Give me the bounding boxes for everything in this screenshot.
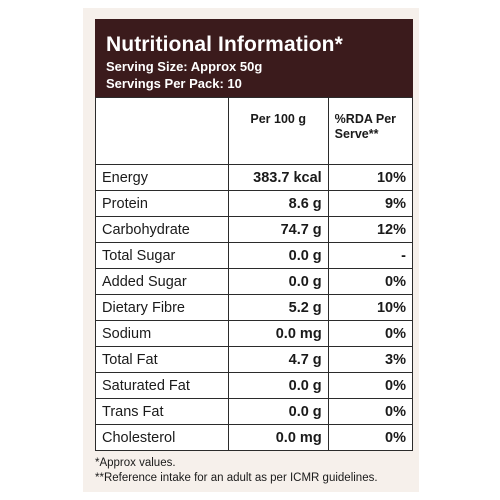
- per100g-value: 0.0 g: [227, 242, 329, 269]
- rda-value: 0%: [327, 320, 414, 347]
- nutrient-name: Trans Fat: [95, 398, 229, 425]
- per100g-value: 383.7 kcal: [227, 164, 329, 191]
- serving-size: Serving Size: Approx 50g: [106, 59, 263, 74]
- rda-value: 0%: [327, 268, 414, 295]
- table-row: Total Sugar 0.0 g-: [95, 242, 414, 269]
- rda-value: -: [327, 242, 414, 269]
- servings-per-pack: Servings Per Pack: 10: [106, 76, 242, 91]
- per100g-value: 5.2 g: [227, 294, 329, 321]
- nutrition-title: Nutritional Information*: [106, 33, 343, 56]
- nutrient-name: Total Sugar: [95, 242, 229, 269]
- rda-value: 10%: [327, 294, 414, 321]
- table-row: Saturated Fat 0.0 g 0%: [95, 372, 414, 399]
- rda-value: 9%: [327, 190, 414, 217]
- rda-value: 12%: [327, 216, 414, 243]
- nutrition-header: Nutritional Information* Serving Size: A…: [95, 19, 413, 97]
- rda-value: 0%: [327, 372, 414, 399]
- table-row: Total Fat 4.7 g 3%: [95, 346, 414, 373]
- per100g-value: 0.0 mg: [227, 424, 329, 451]
- header-rda-line2: Serve**: [334, 127, 379, 141]
- nutrient-name: Dietary Fibre: [95, 294, 229, 321]
- per100g-value: 4.7 g: [227, 346, 329, 373]
- nutrition-table: Per 100 g %RDA Per Serve** Energy 383.7 k…: [95, 97, 414, 451]
- nutrient-name: Energy: [95, 164, 229, 191]
- table-row: Protein 8.6 g 9%: [95, 190, 414, 217]
- table-header-row: Per 100 g %RDA Per Serve**: [95, 97, 414, 165]
- rda-value: 0%: [327, 398, 414, 425]
- header-rda-line1: %RDA Per: [334, 112, 397, 126]
- per100g-value: 74.7 g: [227, 216, 329, 243]
- per100g-value: 0.0 g: [227, 372, 329, 399]
- per100g-value: 0.0 g: [227, 268, 329, 295]
- footnote-approx: *Approx values.: [95, 457, 176, 469]
- table-row: Dietary Fibre 5.2 g 10%: [95, 294, 414, 321]
- table-row: Sodium 0.0 mg 0%: [95, 320, 414, 347]
- table-row: Carbohydrate 74.7 g 12%: [95, 216, 414, 243]
- per100g-value: 8.6 g: [227, 190, 329, 217]
- per100g-value: 0.0 mg: [227, 320, 329, 347]
- nutrient-name: Added Sugar: [95, 268, 229, 295]
- header-rda: %RDA Per Serve**: [327, 97, 414, 165]
- nutrient-name: Sodium: [95, 320, 229, 347]
- nutrient-name: Total Fat: [95, 346, 229, 373]
- table-row: Cholesterol 0.0 mg 0%: [95, 424, 414, 451]
- rda-value: 10%: [327, 164, 414, 191]
- rda-value: 0%: [327, 424, 414, 451]
- nutrient-name: Carbohydrate: [95, 216, 229, 243]
- header-blank-cell: [95, 97, 229, 165]
- footnotes: *Approx values. **Reference intake for a…: [95, 456, 378, 486]
- nutrient-name: Protein: [95, 190, 229, 217]
- table-row: Added Sugar 0.0 g 0%: [95, 268, 414, 295]
- table-row: Trans Fat 0.0 g 0%: [95, 398, 414, 425]
- header-per100g: Per 100 g: [227, 97, 329, 165]
- rda-value: 3%: [327, 346, 414, 373]
- nutrient-name: Saturated Fat: [95, 372, 229, 399]
- per100g-value: 0.0 g: [227, 398, 329, 425]
- footnote-reference: **Reference intake for an adult as per I…: [95, 472, 378, 484]
- table-row: Energy 383.7 kcal 10%: [95, 164, 414, 191]
- nutrient-name: Cholesterol: [95, 424, 229, 451]
